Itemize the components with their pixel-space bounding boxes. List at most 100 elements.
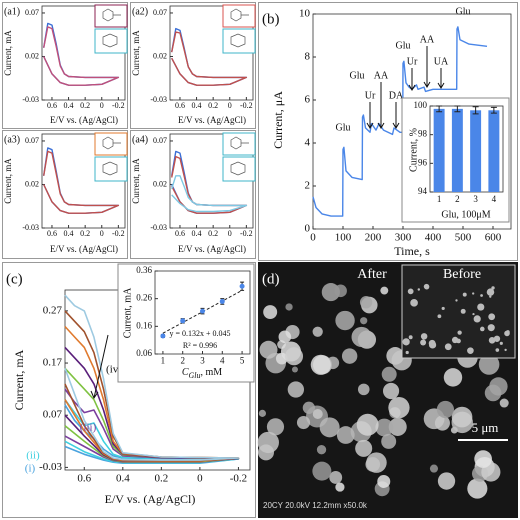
x-tick-label: 0.6 (77, 472, 91, 484)
point (180, 318, 186, 324)
x-tick-label: 0.2 (208, 229, 218, 238)
panel-frame (130, 2, 256, 129)
structure-box (94, 28, 128, 54)
particle (360, 317, 368, 325)
particle (336, 426, 355, 444)
panel-label: (a4) (132, 134, 148, 145)
after-label: After (357, 267, 387, 282)
particle (259, 340, 278, 359)
x-axis-label: E/V vs. (Ag/AgCl) (105, 492, 196, 506)
particle (341, 348, 358, 364)
particle (359, 296, 373, 309)
particle (462, 292, 467, 297)
particle (310, 354, 331, 375)
structure (102, 33, 118, 48)
x-tick-label: 300 (395, 231, 412, 243)
x-axis-label-part: Glu (189, 371, 201, 380)
inset-frame (117, 263, 255, 383)
structure-box (222, 4, 256, 28)
x-tick-label: 5 (240, 355, 245, 365)
x-tick-label: 400 (425, 231, 442, 243)
particle (410, 298, 418, 307)
particle (477, 303, 485, 311)
particle (429, 464, 439, 473)
x-tick-label: 0.2 (80, 101, 90, 110)
annotation-arrow (392, 102, 400, 129)
particle (474, 450, 492, 468)
particle (491, 286, 495, 290)
annotation: UA (434, 56, 449, 67)
x-tick-label: 3 (200, 355, 205, 365)
y-axis-label: Current, mA (3, 158, 13, 204)
x-axis-label: Time, s (394, 244, 430, 258)
particle (388, 417, 407, 436)
y-tick-label: 0.27 (43, 304, 63, 316)
particle (506, 330, 510, 334)
structure-box (94, 156, 128, 182)
point (160, 333, 166, 339)
y-tick-label: -0.03 (22, 95, 39, 104)
x-tick-label: -0.2 (112, 101, 125, 110)
structure-box (94, 132, 128, 156)
panel-frame (2, 130, 128, 259)
particle (365, 457, 381, 472)
x-tick-label: 100 (335, 231, 352, 243)
sem-info: 20CY 20.0kV 12.2mm x50.0k (263, 501, 368, 510)
particle (473, 315, 481, 323)
particle (316, 445, 327, 455)
x-tick-label: 0 (228, 101, 232, 110)
bar (433, 108, 445, 192)
particle (356, 413, 379, 436)
before-label: Before (443, 267, 481, 282)
particle (312, 408, 323, 420)
particle (488, 313, 496, 321)
particle (486, 288, 495, 296)
y-axis-label: Current, mA (12, 349, 26, 410)
x-tick-label: 0.6 (175, 229, 185, 238)
particle (495, 348, 500, 352)
structure (230, 8, 249, 22)
y-tick-label: 10 (299, 8, 311, 20)
x-tick-label: -0.2 (230, 472, 247, 484)
annotation: DA (389, 90, 404, 101)
y-axis-label: Current, mA (122, 287, 133, 338)
x-axis-label: E/V vs. (Ag/AgCl) (178, 244, 246, 254)
y-tick-label: 0.26 (136, 293, 152, 303)
particle (444, 343, 452, 351)
y-tick-label: -0.03 (39, 461, 62, 473)
particle (296, 415, 311, 430)
y-axis-label: Current, % (408, 128, 419, 172)
particle (487, 324, 495, 332)
series-line (312, 26, 488, 217)
y-axis-label: Current, mA (131, 30, 141, 76)
x-tick-label: 0 (228, 229, 232, 238)
x-tick-label: 1 (437, 194, 442, 204)
structure-box (222, 28, 256, 54)
y-tick-label: 0.06 (136, 348, 152, 358)
panel-frame (258, 2, 518, 261)
panel-frame (2, 262, 256, 518)
x-axis-label-part: , mM (201, 367, 223, 378)
x-tick-label: 0.4 (116, 472, 130, 484)
annotation-arrow (408, 68, 416, 91)
particle (423, 283, 430, 290)
panel-label: (c) (6, 271, 23, 287)
x-tick-label: 0 (100, 101, 104, 110)
panel-label: (d) (262, 271, 280, 287)
particle (499, 341, 503, 345)
particle (417, 288, 421, 291)
annotation-arrow (90, 334, 109, 400)
x-tick-label: 500 (455, 231, 472, 243)
particle (287, 381, 305, 398)
x-tick-label: 600 (485, 231, 502, 243)
panel-label: (a1) (4, 6, 20, 17)
particle (460, 308, 466, 314)
y-tick-label: 6 (305, 94, 311, 106)
plot-frame (429, 105, 504, 193)
sem-image (257, 262, 518, 518)
series-line (43, 150, 120, 214)
particle (258, 409, 267, 417)
annotation: Ur (365, 90, 376, 101)
particle (329, 471, 343, 484)
x-tick-label: 0.2 (208, 101, 218, 110)
